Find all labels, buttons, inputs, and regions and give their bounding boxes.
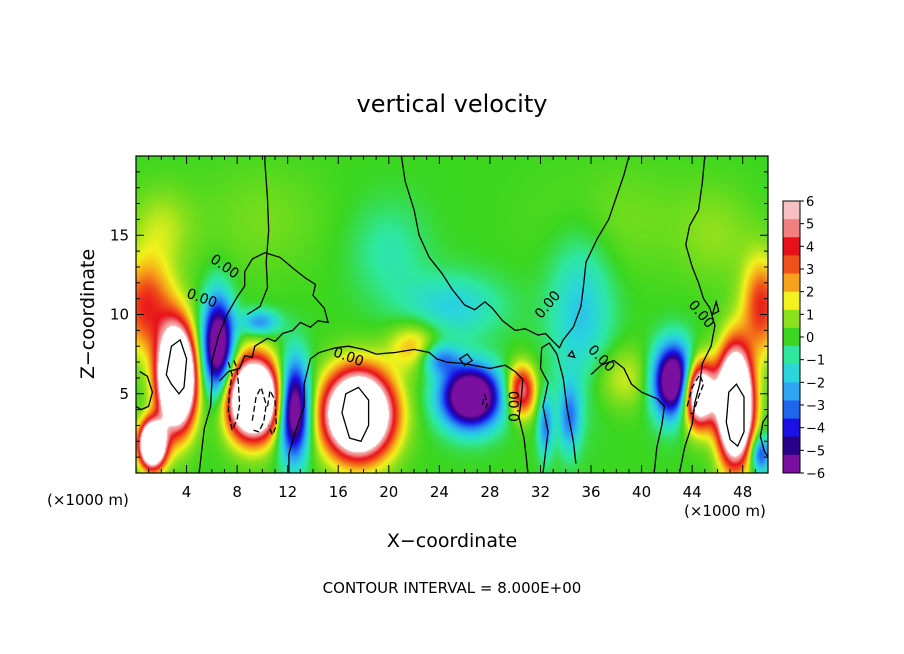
colorbar: 6 5 4 3 2 1 0 −1 −2 −3 −4 −5 −6 <box>782 195 825 482</box>
colorbar-label: 3 <box>806 263 814 278</box>
colorbar-swatch <box>783 309 800 329</box>
contour-line <box>590 359 666 473</box>
y-tick-label: 10 <box>110 306 129 324</box>
plot-area: 0.000.000.000.000.000.000.00 4 8 12 16 20 24 2… <box>110 155 769 501</box>
colorbar-label: 4 <box>806 240 814 255</box>
x-unit-right: (×1000 m) <box>684 502 766 520</box>
contour-line <box>458 353 474 367</box>
colorbar-swatch <box>783 364 800 383</box>
contour-line <box>759 414 768 458</box>
contour-line <box>481 392 489 412</box>
x-tick-label: 28 <box>480 483 499 501</box>
colorbar-swatch <box>783 454 800 474</box>
colorbar-label: −1 <box>806 354 825 369</box>
colorbar-swatch <box>783 219 800 238</box>
x-axis-label: X−coordinate <box>387 530 517 552</box>
colorbar-label: −3 <box>806 399 825 414</box>
contour-line <box>539 342 577 473</box>
contour-line <box>711 299 720 316</box>
contour-interval-note: CONTOUR INTERVAL = 8.000E+00 <box>323 579 582 597</box>
contour-line <box>227 358 241 433</box>
colorbar-swatch <box>783 400 800 420</box>
x-tick-label: 12 <box>278 483 297 501</box>
y-axis-label: Z−coordinate <box>77 249 99 379</box>
x-unit-left: (×1000 m) <box>47 491 129 509</box>
colorbar-label: 5 <box>806 218 814 233</box>
y-tick-label: 5 <box>119 385 129 403</box>
contour-line <box>341 386 370 443</box>
colorbar-swatch <box>783 382 800 401</box>
colorbar-label: −2 <box>806 376 825 391</box>
x-tick-label: 8 <box>232 483 242 501</box>
colorbar-label: 2 <box>806 286 814 301</box>
colorbar-swatch <box>783 237 800 256</box>
contour-line <box>251 385 267 433</box>
contour-line <box>266 388 277 437</box>
colorbar-label: −5 <box>806 444 825 459</box>
x-tick-label: 4 <box>182 483 192 501</box>
x-tick-label: 32 <box>531 483 550 501</box>
x-tick-label: 48 <box>733 483 752 501</box>
contour-line <box>725 383 745 448</box>
colorbar-swatch <box>783 346 800 365</box>
colorbar-swatch <box>783 327 800 347</box>
chart-title: vertical velocity <box>357 90 548 118</box>
x-tick-label: 44 <box>683 483 702 501</box>
contour-line <box>165 338 188 395</box>
colorbar-swatch <box>783 201 800 220</box>
colorbar-label: −4 <box>806 422 825 437</box>
colorbar-swatch <box>783 436 800 456</box>
x-tick-label: 16 <box>329 483 348 501</box>
colorbar-label: 6 <box>806 195 814 210</box>
colorbar-swatch <box>783 291 800 311</box>
contour-line <box>288 345 529 473</box>
contour-line <box>686 373 705 416</box>
colorbar-swatch <box>783 273 800 293</box>
colorbar-swatch <box>783 255 800 275</box>
x-tick-label: 20 <box>379 483 398 501</box>
contour-label: 0.00 <box>507 391 523 422</box>
x-tick-label: 36 <box>581 483 600 501</box>
colorbar-label: −6 <box>806 467 825 482</box>
contour-line <box>400 156 630 349</box>
contour-line <box>567 349 576 359</box>
contour-line <box>136 371 154 411</box>
colorbar-swatch <box>783 418 800 438</box>
colorbar-label: 1 <box>806 308 814 323</box>
contour-line <box>246 156 270 316</box>
contour-lines <box>136 156 768 473</box>
contour-line <box>198 252 329 473</box>
x-tick-label: 24 <box>430 483 449 501</box>
y-tick-label: 15 <box>110 226 129 244</box>
x-tick-label: 40 <box>632 483 651 501</box>
colorbar-label: 0 <box>806 331 814 346</box>
